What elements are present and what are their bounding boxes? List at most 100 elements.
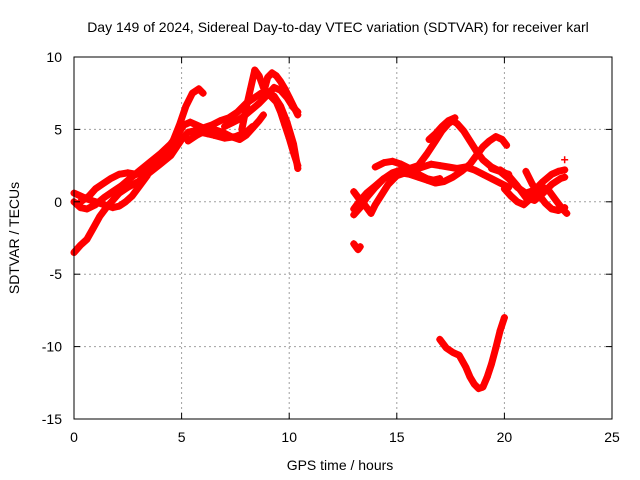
data-point <box>272 72 280 80</box>
data-point <box>122 198 130 206</box>
data-point <box>432 130 440 138</box>
data-point <box>371 183 379 191</box>
series-track-19 <box>436 314 508 393</box>
data-point <box>466 373 474 381</box>
data-point <box>96 212 104 220</box>
data-point <box>457 167 465 175</box>
data-point <box>466 137 474 145</box>
data-point <box>460 127 468 135</box>
data-point <box>227 133 235 141</box>
data-point <box>294 108 302 116</box>
data-point <box>169 137 177 145</box>
series-track-05 <box>184 111 267 145</box>
data-point <box>539 183 547 191</box>
data-point <box>100 201 108 209</box>
data-point <box>487 360 495 368</box>
data-point <box>500 185 508 193</box>
data-point <box>479 170 487 178</box>
data-point <box>436 335 444 343</box>
x-tick-label: 5 <box>178 429 186 445</box>
plot-frame <box>73 56 613 420</box>
data-point <box>388 169 396 177</box>
data-point <box>528 180 536 188</box>
data-point <box>238 125 246 133</box>
data-point <box>475 385 483 393</box>
data-point <box>225 114 233 122</box>
series-trace <box>70 123 257 256</box>
data-point <box>371 163 379 171</box>
data-point <box>500 314 508 322</box>
data-point <box>462 363 470 371</box>
data-point <box>98 180 106 188</box>
data-point <box>498 136 506 144</box>
data-point <box>429 176 437 184</box>
data-point <box>449 348 457 356</box>
y-tick-label: -5 <box>50 266 63 282</box>
data-point <box>356 243 364 251</box>
data-point <box>356 204 364 212</box>
data-point <box>132 170 140 178</box>
data-point <box>109 196 117 204</box>
series-track-08 <box>221 83 302 131</box>
data-point <box>100 193 108 201</box>
data-point <box>492 344 500 352</box>
data-point <box>92 185 100 193</box>
data-point <box>109 204 117 212</box>
y-tick-label: 10 <box>46 49 62 65</box>
data-point <box>268 69 276 77</box>
data-point <box>255 99 263 107</box>
data-point <box>290 104 298 112</box>
data-point <box>124 169 132 177</box>
data-point <box>548 205 556 213</box>
data-point <box>229 118 237 126</box>
data-point <box>251 94 259 102</box>
y-tick-label: 0 <box>54 194 62 210</box>
data-point <box>117 182 125 190</box>
x-tick-label: 20 <box>497 429 513 445</box>
data-point <box>561 166 569 174</box>
chart-title: Day 149 of 2024, Sidereal Day-to-day VTE… <box>87 19 589 35</box>
data-point <box>466 160 474 168</box>
data-point <box>487 164 495 172</box>
data-point <box>83 235 91 243</box>
data-point <box>563 209 571 217</box>
data-point <box>259 111 267 119</box>
data-point <box>277 108 285 116</box>
data-point <box>472 147 480 155</box>
data-point <box>487 175 495 183</box>
data-point <box>238 114 246 122</box>
data-point <box>350 188 358 196</box>
data-point <box>193 121 201 129</box>
data-point <box>251 66 259 74</box>
data-point <box>152 160 160 168</box>
x-tick-label: 15 <box>389 429 405 445</box>
data-point <box>115 202 123 210</box>
series-track-20 <box>561 156 569 164</box>
grid <box>74 57 612 419</box>
data-point <box>246 85 254 93</box>
data-point <box>350 211 358 219</box>
data-point <box>470 166 478 174</box>
data-point <box>188 89 196 97</box>
data-point <box>380 175 388 183</box>
data-point <box>89 224 97 232</box>
data-point <box>182 102 190 110</box>
data-point <box>496 179 504 187</box>
data-point <box>236 136 244 144</box>
data-point <box>397 160 405 168</box>
data-point <box>388 157 396 165</box>
data-point <box>554 167 562 175</box>
data-point <box>184 128 192 136</box>
data-point <box>505 172 513 180</box>
data-point <box>444 117 452 125</box>
data-point <box>479 156 487 164</box>
data-point <box>178 136 186 144</box>
data-point <box>470 380 478 388</box>
data-point <box>561 156 569 164</box>
data-point <box>83 195 91 203</box>
data-point <box>285 134 293 142</box>
data-point <box>384 180 392 188</box>
data-point <box>444 163 452 171</box>
y-tick-label: -10 <box>42 339 62 355</box>
